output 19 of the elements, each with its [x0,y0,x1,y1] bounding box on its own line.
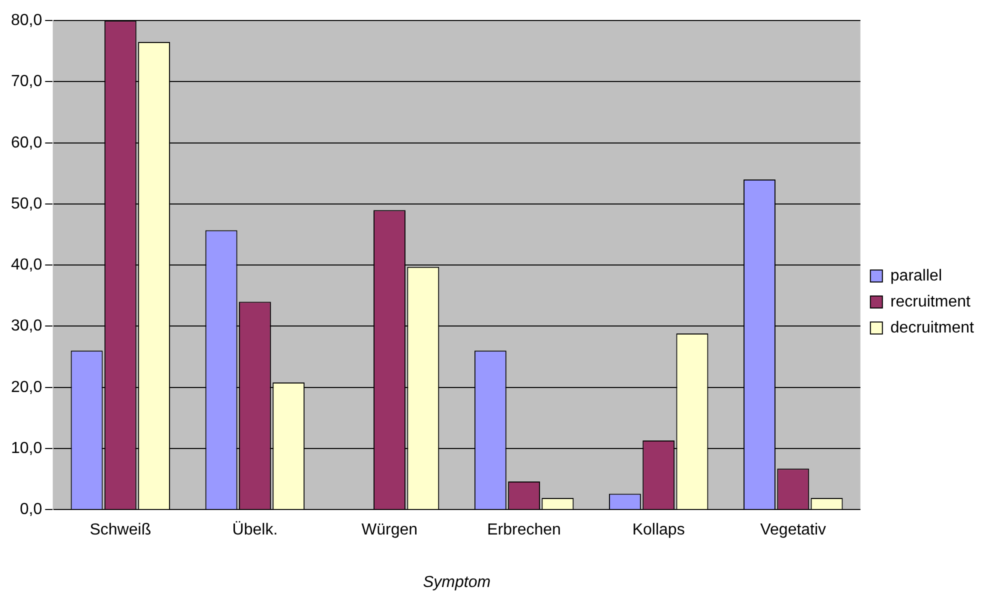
x-tick-label: Vegetativ [760,522,826,539]
y-tick-label: 60,0 [11,134,42,152]
y-tick-label: 50,0 [11,195,42,212]
x-tick-label: Übelk. [232,520,278,539]
x-tick-label: Kollaps [632,522,685,539]
y-tick-label: 30,0 [11,318,42,335]
y-tick-label: 20,0 [11,378,42,396]
x-tick-label: Erbrechen [487,522,561,539]
y-tick-label: 10,0 [11,440,42,457]
legend-label: decruitment [890,319,975,336]
x-tick-label: Würgen [361,522,418,539]
y-tick-label: 80,0 [11,12,42,30]
legend-label: recruitment [890,293,971,310]
x-axis-title: Symptom [422,574,491,591]
x-tick-label: Schweiß [90,522,152,539]
y-tick-label: 0,0 [20,501,42,518]
y-tick-label: 70,0 [11,73,42,90]
y-tick-label: 40,0 [11,256,42,274]
legend-label: parallel [890,267,942,284]
